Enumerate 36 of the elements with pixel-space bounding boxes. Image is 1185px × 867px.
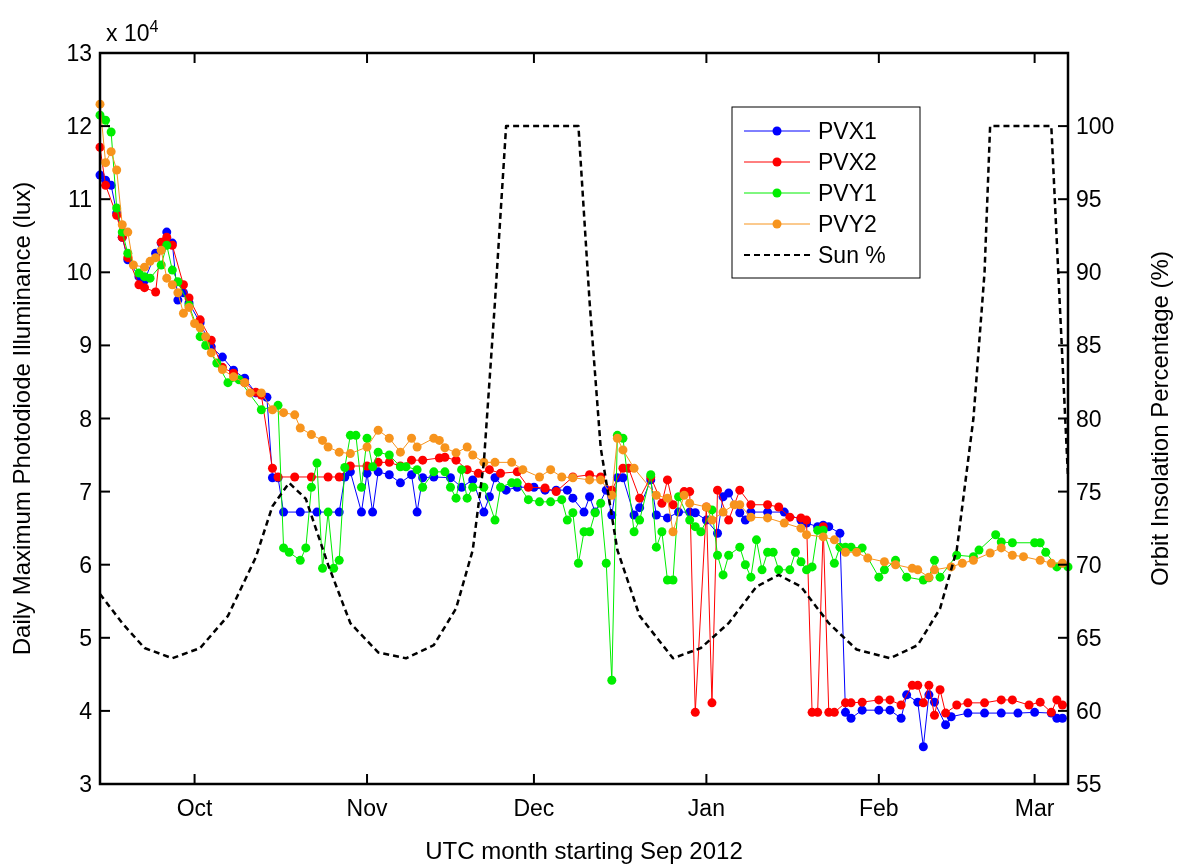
y-tick-label: 5 bbox=[79, 624, 92, 651]
y2-tick-label: 75 bbox=[1076, 478, 1102, 505]
y2-tick-label: 90 bbox=[1076, 259, 1102, 286]
y2-tick-label: 70 bbox=[1076, 551, 1102, 578]
y-tick-label: 11 bbox=[68, 186, 92, 213]
x-tick-label: Jan bbox=[687, 795, 725, 821]
y-axis-title: Daily Maximum Photodiode Illuminance (lux) bbox=[8, 181, 35, 656]
y-tick-label: 8 bbox=[79, 405, 92, 432]
x-tick-label: Mar bbox=[1014, 795, 1055, 821]
x-tick-label: Nov bbox=[346, 795, 388, 821]
x-tick-label: Oct bbox=[176, 795, 214, 821]
y2-tick-label: 65 bbox=[1076, 624, 1102, 651]
y2-tick-label: 100 bbox=[1076, 113, 1115, 140]
y-tick-label: 9 bbox=[79, 332, 92, 359]
y2-tick-label: 95 bbox=[1076, 186, 1102, 213]
legend-label: Sun % bbox=[818, 242, 886, 268]
y-tick-label: 13 bbox=[66, 40, 92, 66]
y2-tick-label: 80 bbox=[1076, 405, 1102, 432]
y-tick-label: 7 bbox=[79, 478, 92, 505]
y2-tick-label: 60 bbox=[1076, 697, 1102, 724]
text: x 10$^{4}$ bbox=[106, 17, 159, 46]
x-tick-label: Dec bbox=[513, 795, 555, 821]
legend-label: PVX2 bbox=[818, 149, 877, 175]
legend-label: PVX1 bbox=[818, 118, 877, 144]
y-tick-label: 4 bbox=[79, 697, 93, 724]
y2-tick-label: 55 bbox=[1076, 771, 1102, 797]
y2-tick-label: 85 bbox=[1076, 332, 1102, 359]
y-tick-label: 12 bbox=[66, 113, 92, 140]
legend-label: PVY1 bbox=[818, 180, 877, 206]
y-tick-label: 6 bbox=[79, 551, 92, 578]
y-tick-label: 3 bbox=[79, 771, 92, 797]
legend-label: PVY2 bbox=[818, 211, 877, 237]
y2-axis-title: Orbit Insolation Percentage (%) bbox=[1146, 251, 1173, 586]
x-tick-label: Feb bbox=[859, 795, 899, 821]
x-axis-title: UTC month starting Sep 2012 bbox=[425, 837, 743, 864]
y-tick-label: 10 bbox=[66, 259, 92, 286]
